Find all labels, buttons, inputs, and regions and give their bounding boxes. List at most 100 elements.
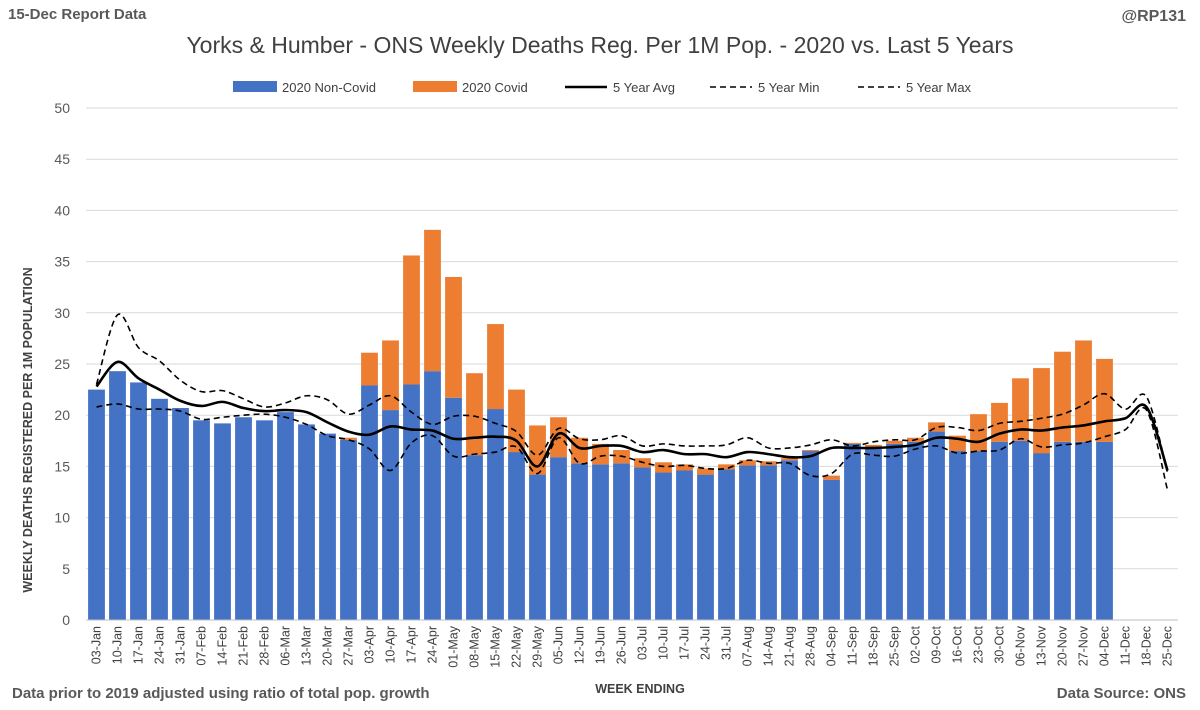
x-tick-label: 03-Jan <box>90 626 104 664</box>
bar-non-covid <box>172 408 189 620</box>
x-tick-label: 07-Feb <box>195 626 209 666</box>
bar-non-covid <box>970 451 987 620</box>
bar-non-covid <box>235 417 252 620</box>
bar-covid <box>655 462 672 473</box>
y-tick-label: 40 <box>54 202 70 218</box>
bar-covid <box>718 464 735 470</box>
bar-non-covid <box>1096 441 1113 620</box>
x-tick-label: 25-Sep <box>888 626 902 666</box>
bar-covid <box>1054 351 1071 442</box>
x-tick-label: 30-Oct <box>993 625 1007 663</box>
bar-covid <box>823 475 840 480</box>
x-tick-label: 01-May <box>447 625 461 667</box>
bar-covid <box>466 373 483 456</box>
x-tick-label: 16-Oct <box>951 625 965 663</box>
x-axis-title: WEEK ENDING <box>595 682 685 696</box>
legend-swatch-non-covid <box>233 81 277 92</box>
bar-non-covid <box>403 384 420 620</box>
line-5-year-avg <box>95 360 1169 471</box>
x-tick-label: 23-Oct <box>972 625 986 663</box>
x-tick-label: 03-Jul <box>636 626 650 660</box>
x-tick-label: 14-Aug <box>762 626 776 666</box>
bar-covid <box>424 229 441 372</box>
x-tick-label: 17-Jul <box>678 626 692 660</box>
x-tick-label: 17-Jan <box>132 626 146 664</box>
bar-non-covid <box>991 441 1008 620</box>
legend-swatch-covid <box>413 81 457 92</box>
y-tick-label: 5 <box>62 561 70 577</box>
line-5-year-min <box>96 403 1169 491</box>
bar-non-covid <box>739 465 756 620</box>
bar-covid <box>361 352 378 386</box>
bar-non-covid <box>151 398 168 620</box>
bar-non-covid <box>886 443 903 620</box>
bar-covid <box>739 460 756 466</box>
chart-title: Yorks & Humber - ONS Weekly Deaths Reg. … <box>186 32 1014 58</box>
x-tick-label: 10-Jan <box>111 626 125 664</box>
x-tick-label: 31-Jan <box>174 626 188 664</box>
bar-non-covid <box>277 412 294 620</box>
y-tick-label: 25 <box>54 356 70 372</box>
y-axis-title: WEEKLY DEATHS REGISTERED PER 1M POPULATI… <box>21 267 35 592</box>
bar-non-covid <box>445 397 462 620</box>
footnote: Data prior to 2019 adjusted using ratio … <box>12 685 430 702</box>
x-tick-label: 13-Nov <box>1035 625 1049 666</box>
x-tick-label: 19-Jun <box>594 626 608 664</box>
line-5-year-max <box>95 313 1169 473</box>
x-tick-label: 06-Mar <box>279 626 293 666</box>
bar-non-covid <box>676 470 693 620</box>
bar-non-covid <box>319 433 336 620</box>
x-tick-label: 14-Feb <box>216 626 230 666</box>
bar-covid <box>571 437 588 464</box>
y-axis-ticks: 0 5 10 15 20 25 30 35 40 45 50 <box>54 100 70 628</box>
bar-non-covid <box>634 467 651 620</box>
bar-non-covid <box>382 410 399 620</box>
bar-covid <box>1012 378 1029 441</box>
bar-covid <box>781 458 798 461</box>
y-tick-label: 15 <box>54 458 70 474</box>
bars <box>88 229 1113 620</box>
bar-non-covid <box>466 455 483 620</box>
legend-label-covid: 2020 Covid <box>462 80 528 95</box>
bar-covid <box>928 422 945 432</box>
bar-covid <box>886 440 903 444</box>
y-tick-label: 10 <box>54 510 70 526</box>
bar-non-covid <box>340 439 357 620</box>
y-tick-label: 30 <box>54 305 70 321</box>
bar-non-covid <box>844 443 861 620</box>
bar-non-covid <box>508 452 525 620</box>
x-tick-label: 02-Oct <box>909 625 923 663</box>
author-handle: @RP131 <box>1121 8 1186 25</box>
x-tick-label: 10-Apr <box>384 626 398 664</box>
x-tick-label: 07-Aug <box>741 626 755 666</box>
x-tick-label: 21-Feb <box>237 626 251 666</box>
bar-covid <box>508 389 525 453</box>
bar-covid <box>403 255 420 385</box>
x-tick-label: 20-Mar <box>321 626 335 666</box>
legend-label-non-covid: 2020 Non-Covid <box>282 80 376 95</box>
bar-non-covid <box>592 464 609 620</box>
x-tick-label: 24-Jul <box>699 626 713 660</box>
bar-non-covid <box>361 385 378 620</box>
bar-covid <box>844 442 861 444</box>
x-axis-ticks: 03-Jan 10-Jan 17-Jan 24-Jan 31-Jan 07-Feb 14-F… <box>90 625 1175 667</box>
x-tick-label: 18-Sep <box>867 626 881 666</box>
bar-non-covid <box>571 463 588 620</box>
bar-non-covid <box>655 472 672 620</box>
x-tick-label: 18-Dec <box>1140 626 1154 666</box>
bar-non-covid <box>697 474 714 620</box>
x-tick-label: 29-May <box>531 625 545 667</box>
y-tick-label: 35 <box>54 254 70 270</box>
bar-covid <box>592 443 609 465</box>
bar-covid <box>340 437 357 440</box>
bar-non-covid <box>781 460 798 620</box>
x-tick-label: 09-Oct <box>930 625 944 663</box>
legend-label-min: 5 Year Min <box>758 80 819 95</box>
x-tick-label: 04-Sep <box>825 626 839 666</box>
data-source: Data Source: ONS <box>1056 685 1186 702</box>
bar-non-covid <box>424 371 441 620</box>
x-tick-label: 06-Nov <box>1014 625 1028 666</box>
x-tick-label: 24-Apr <box>426 626 440 664</box>
x-tick-label: 26-Jun <box>615 626 629 664</box>
